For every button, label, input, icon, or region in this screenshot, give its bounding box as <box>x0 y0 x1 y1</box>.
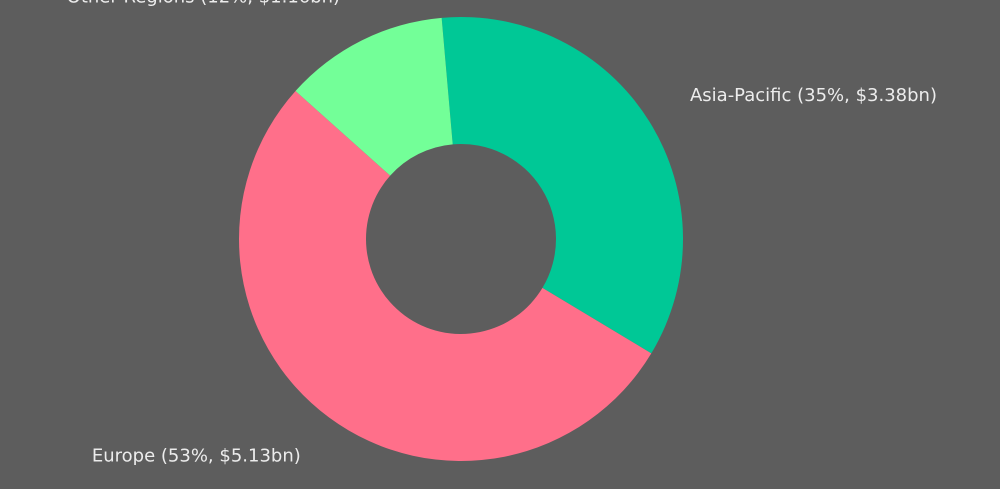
slices-layer <box>239 16 683 461</box>
slice-asia-pacific <box>441 16 683 354</box>
slice-label-asia-pacific: Asia-Pacific (35%, $3.38bn) <box>690 85 937 106</box>
slice-label-europe: Europe (53%, $5.13bn) <box>92 445 301 466</box>
labels-layer: Asia-Pacific (35%, $3.38bn) Europe (53%, … <box>67 0 937 466</box>
slice-label-other-regions: Other Regions (12%, $1.16bn) <box>67 0 340 8</box>
slice-europe <box>239 91 652 461</box>
slice-other-regions <box>295 17 453 176</box>
